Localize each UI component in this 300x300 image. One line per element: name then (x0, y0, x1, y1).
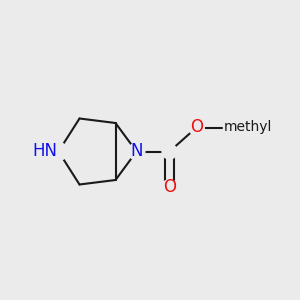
Text: HN: HN (32, 142, 57, 160)
Circle shape (128, 143, 145, 160)
Text: methyl: methyl (224, 121, 272, 134)
Circle shape (189, 120, 204, 135)
Circle shape (50, 142, 68, 160)
Text: N: N (130, 142, 143, 160)
Circle shape (162, 180, 177, 195)
Text: O: O (190, 118, 203, 136)
Circle shape (162, 144, 177, 159)
Text: O: O (163, 178, 176, 196)
